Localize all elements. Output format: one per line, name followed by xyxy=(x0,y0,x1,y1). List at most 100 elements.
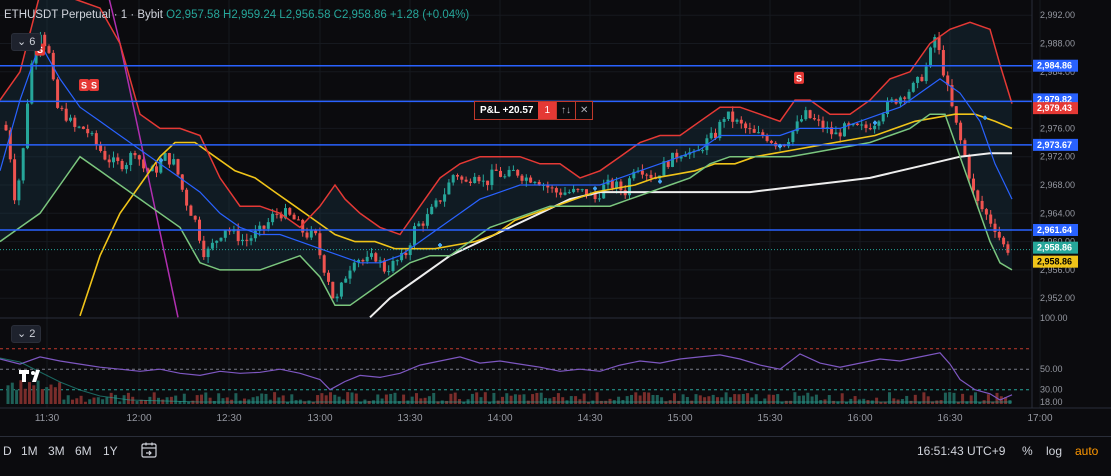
volume-bar xyxy=(905,395,909,404)
slow-ma-line xyxy=(369,152,1012,319)
candle-body xyxy=(769,140,773,143)
pnl-value: P&L +20.57 xyxy=(480,105,534,116)
volume-bar xyxy=(918,401,922,404)
volume-bar xyxy=(255,396,259,404)
range-1m[interactable]: 1M xyxy=(21,444,38,458)
price-axis-label: 2,956.00 xyxy=(1040,265,1075,275)
candle-body xyxy=(391,260,395,272)
candle-body xyxy=(666,161,670,167)
candle-body xyxy=(950,85,954,107)
clock-readout[interactable]: 16:51:43 UTC+9 xyxy=(917,444,1006,458)
candle-body xyxy=(202,240,206,258)
volume-bar xyxy=(999,396,1003,404)
candle-body xyxy=(550,187,554,189)
candle-body xyxy=(314,229,318,234)
price-axis-label: 2,964.00 xyxy=(1040,208,1075,218)
candle-body xyxy=(296,219,300,221)
candle-body xyxy=(503,176,507,178)
candle-body xyxy=(241,239,244,242)
time-axis-label: 16:30 xyxy=(937,413,962,424)
goto-date-icon[interactable] xyxy=(140,441,158,462)
time-axis-label: 13:00 xyxy=(307,413,332,424)
rsi-axis-label: 50.00 xyxy=(1040,364,1063,374)
price-level-tag xyxy=(1033,59,1078,72)
close-position-button[interactable]: ✕ xyxy=(575,102,592,119)
tradingview-logo-icon xyxy=(19,368,45,386)
volume-bar xyxy=(204,392,208,404)
volume-bar xyxy=(109,392,113,404)
volume-bar xyxy=(281,395,285,404)
volume-bar xyxy=(419,398,423,404)
volume-bar xyxy=(978,401,982,404)
candle-body xyxy=(21,148,25,181)
volume-bar xyxy=(96,397,100,404)
reverse-position-button[interactable]: ↑↓ xyxy=(556,102,575,119)
auto-scale-toggle[interactable]: auto xyxy=(1075,444,1099,458)
volume-bar xyxy=(436,401,440,404)
sub-indicator-count: 2 xyxy=(29,328,36,340)
volume-bar xyxy=(716,397,719,404)
candle-body xyxy=(159,160,163,173)
candle-body xyxy=(817,119,821,121)
volume-bar xyxy=(114,394,117,404)
range-6m[interactable]: 6M xyxy=(75,444,92,458)
volume-bar xyxy=(243,398,246,404)
candle-body xyxy=(709,132,713,139)
volume-bar xyxy=(71,399,74,404)
candle-body xyxy=(357,260,361,263)
range-1d[interactable]: D xyxy=(3,444,12,458)
rsi-axis-label: 30.00 xyxy=(1040,385,1063,395)
candle-body xyxy=(94,133,98,145)
volume-bar xyxy=(814,394,818,404)
sub-indicators-toggle[interactable]: ⌄ 2 xyxy=(11,325,42,343)
volume-bar xyxy=(427,396,431,404)
main-indicators-toggle[interactable]: ⌄ 6 xyxy=(11,33,42,51)
candle-body xyxy=(284,208,287,219)
candle-body xyxy=(34,50,38,64)
range-3m[interactable]: 3M xyxy=(48,444,65,458)
volume-bar xyxy=(853,396,857,404)
candle-body xyxy=(722,118,726,122)
price-level-tag xyxy=(1033,255,1078,268)
candle-body xyxy=(116,157,120,161)
candle-body xyxy=(941,50,945,76)
volume-bar xyxy=(724,392,728,404)
time-axis-label: 17:00 xyxy=(1027,413,1052,424)
volume-bar xyxy=(630,394,633,404)
volume-bar xyxy=(397,401,401,404)
candle-body xyxy=(585,189,588,196)
volume-bar xyxy=(45,387,49,404)
volume-bar xyxy=(15,389,19,404)
candle-body xyxy=(486,180,490,186)
candle-body xyxy=(404,252,408,256)
volume-bar xyxy=(483,392,487,404)
candle-body xyxy=(800,119,803,122)
candle-body xyxy=(481,180,485,182)
position-qty[interactable]: 1 xyxy=(538,102,557,119)
log-scale-toggle[interactable]: log xyxy=(1046,444,1063,458)
candle-body xyxy=(886,100,889,115)
candle-body xyxy=(477,176,481,182)
rsi-axis-label: 18.00 xyxy=(1040,397,1063,407)
candle-body xyxy=(554,188,558,193)
candle-body xyxy=(593,193,597,200)
volume-bar xyxy=(23,388,27,404)
volume-bar xyxy=(522,394,526,404)
symbol-label[interactable]: ETHUSDT Perpetual · 1 · Bybit xyxy=(4,9,163,21)
volume-bar xyxy=(479,397,483,404)
buy-signal-marker xyxy=(159,158,163,163)
percent-scale-toggle[interactable]: % xyxy=(1022,444,1033,458)
candle-body xyxy=(529,177,533,183)
candle-body xyxy=(69,117,72,121)
volume-bar xyxy=(126,392,130,404)
time-axis-label: 16:00 xyxy=(847,413,872,424)
volume-bar xyxy=(195,395,199,404)
candle-body xyxy=(155,166,158,173)
candle-body xyxy=(120,160,124,170)
candle-body xyxy=(271,213,275,223)
sell-signal-marker xyxy=(794,71,804,84)
candle-body xyxy=(451,175,455,183)
candle-body xyxy=(163,153,167,161)
range-1y[interactable]: 1Y xyxy=(103,444,118,458)
